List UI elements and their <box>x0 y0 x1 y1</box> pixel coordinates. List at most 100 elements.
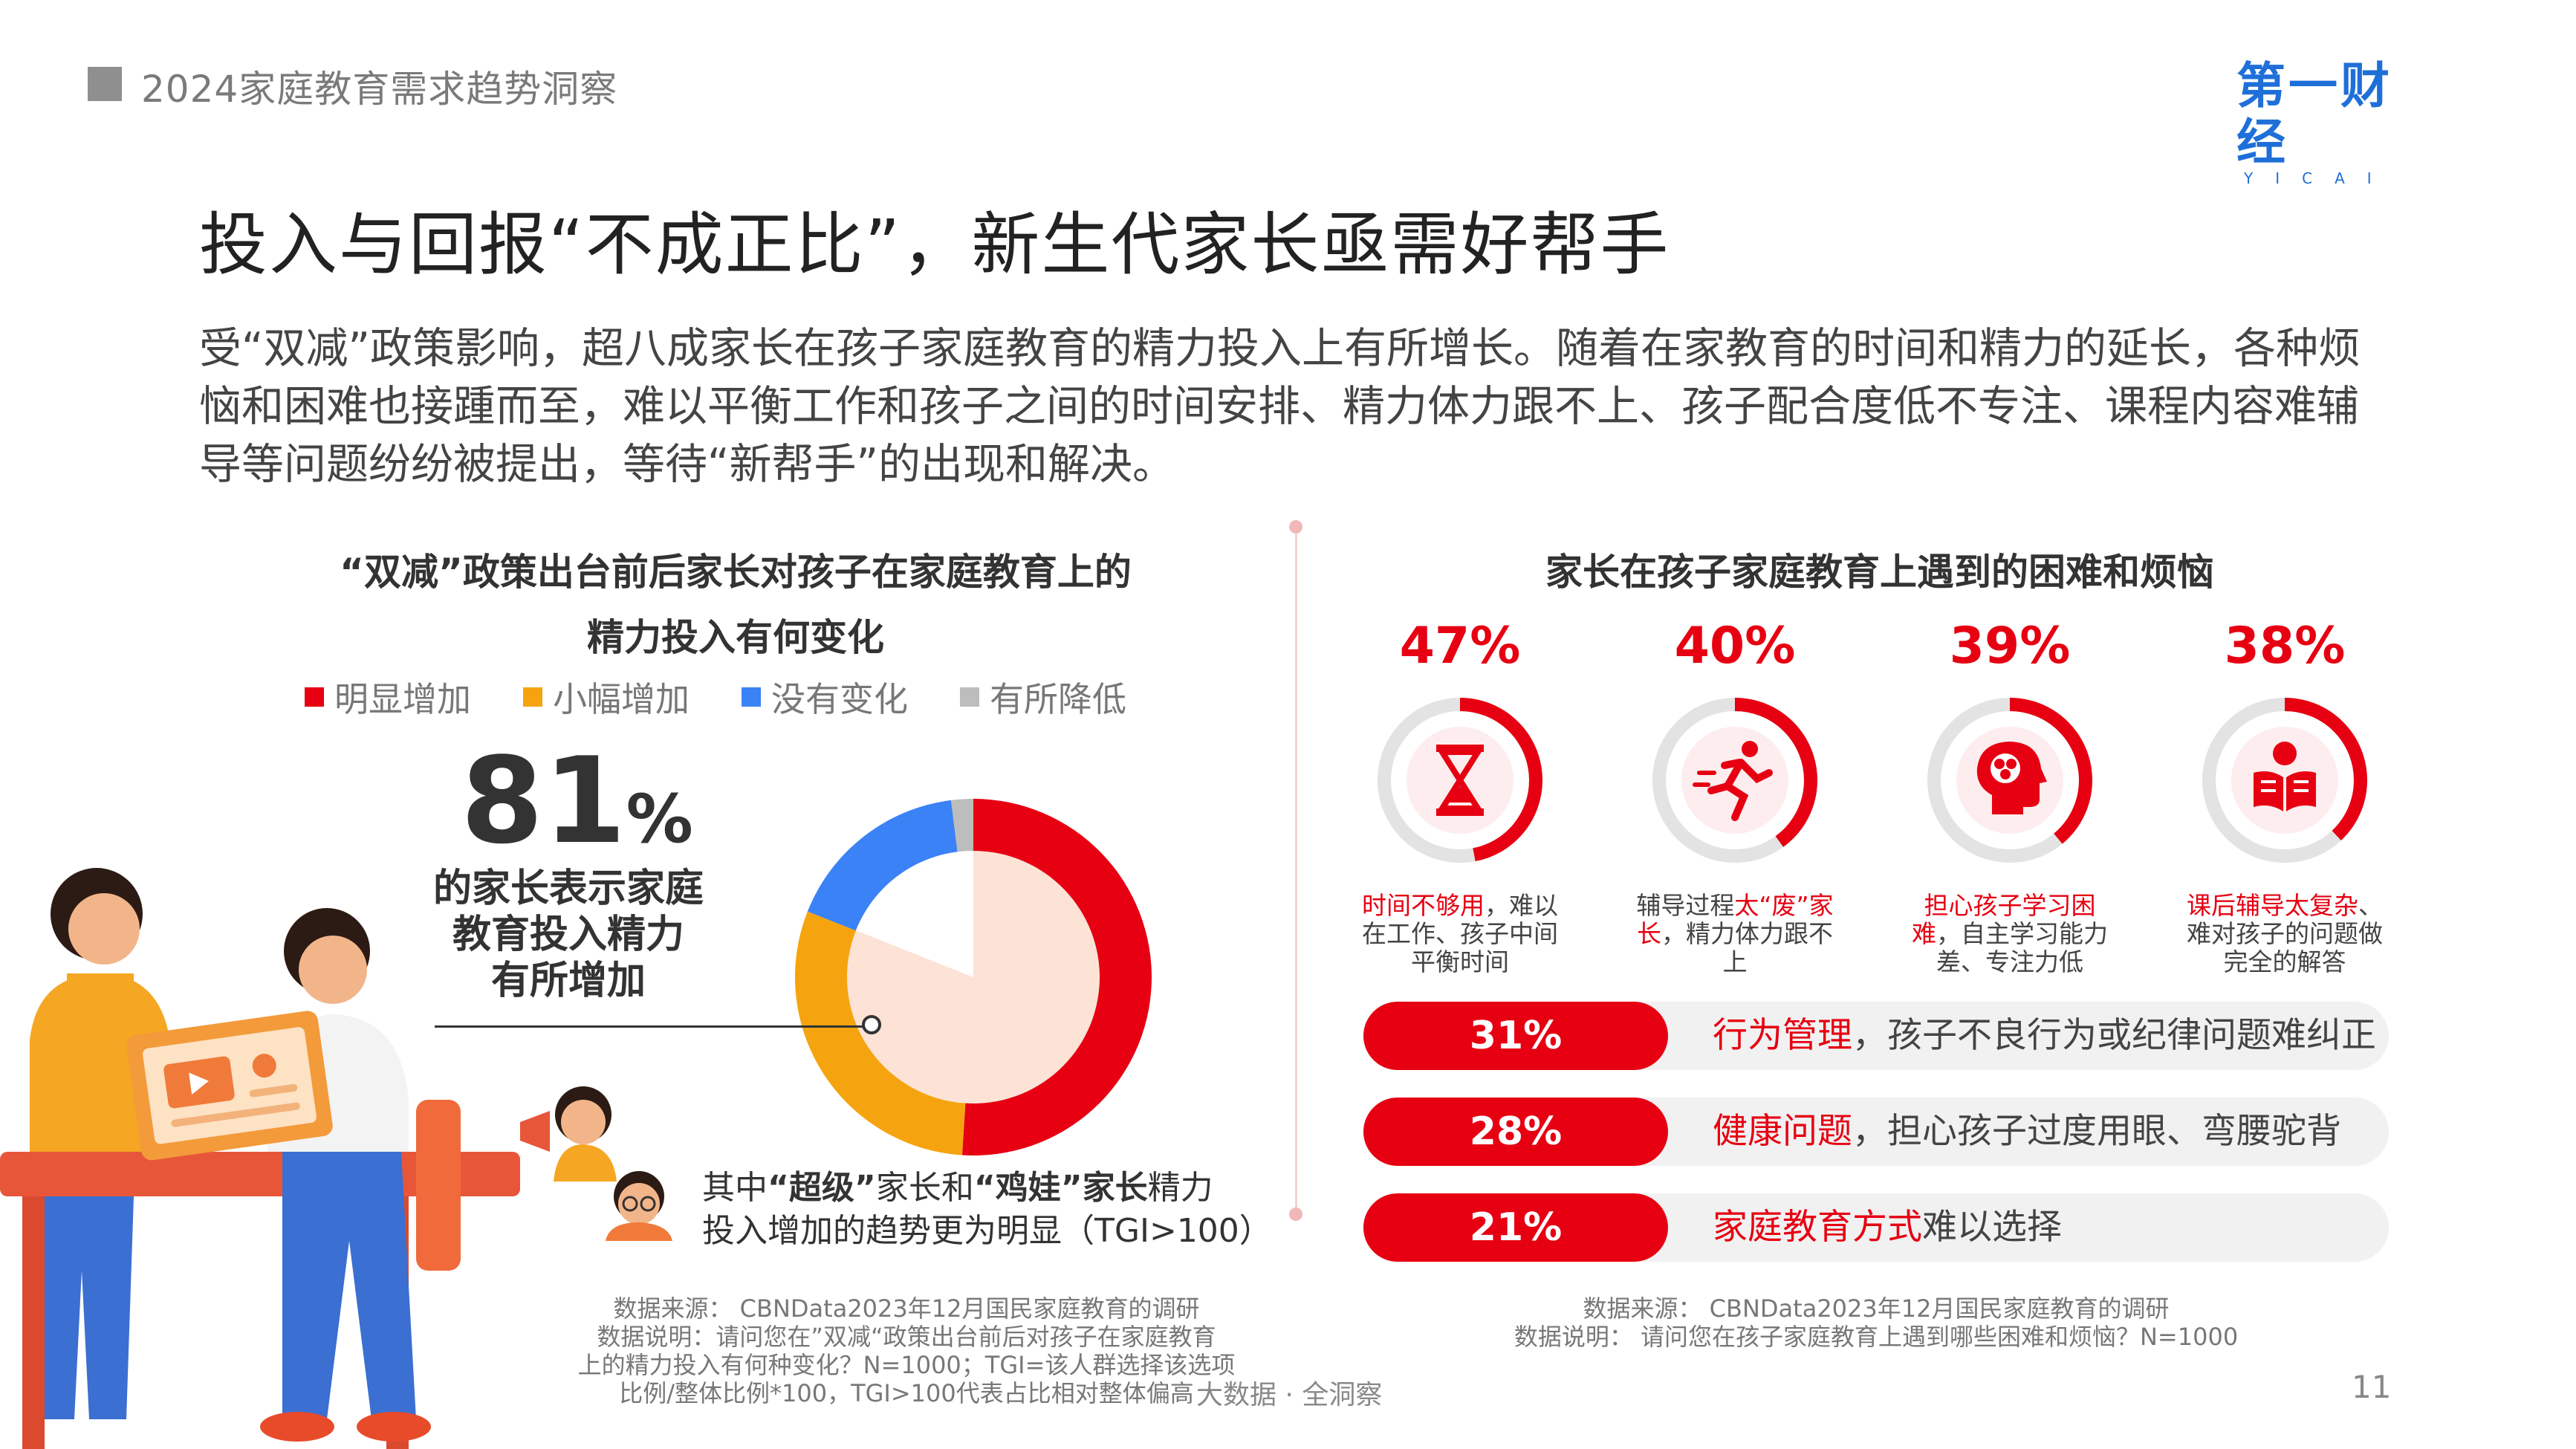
note-line1: 其中“超级”家长和“鸡娃”家长精力 <box>702 1167 1272 1210</box>
super-parent-note: 其中“超级”家长和“鸡娃”家长精力 投入增加的趋势更为明显（TGI>100） <box>702 1167 1272 1253</box>
legend-item-0: 明显增加 <box>305 672 471 722</box>
big-desc-line2: 教育投入精力 <box>452 912 684 957</box>
big-desc-line1: 的家长表示家庭 <box>432 866 704 911</box>
ring-caption-1: 辅导过程太“废”家长，精力体力跟不上 <box>1627 892 1843 976</box>
ring-caption-2-red: 担心孩子学习困难 <box>1912 891 2096 948</box>
ring-caption-1-red: 太“废”家长 <box>1637 891 1834 948</box>
right-source-note: 数据来源： CBNData2023年12月国民家庭教育的调研 数据说明： 请问您… <box>1449 1294 2303 1351</box>
left-title-line2: 精力投入有何变化 <box>587 616 884 659</box>
brain-head-icon <box>1976 742 2047 814</box>
ring-value-0: 47% <box>1399 617 1521 675</box>
legend-label-2: 没有变化 <box>771 679 908 719</box>
legend-swatch-1 <box>523 687 542 707</box>
ring-arc-0 <box>1378 698 1542 863</box>
left-source-line3: 上的精力投入有何种变化？N=1000；TGI=该人群选择该选项 <box>577 1351 1236 1379</box>
bar-label-1-red: 健康问题 <box>1713 1111 1852 1152</box>
ring-caption-1-rest: ，精力体力跟不上 <box>1661 919 1833 976</box>
bar-value-1: 28% <box>1363 1098 1668 1166</box>
ring-progress-2 <box>1927 698 2092 863</box>
bar-label-0-rest: ，孩子不良行为或纪律问题难纠正 <box>1852 1015 2376 1056</box>
ring-arc-1 <box>1652 698 1817 863</box>
legend-item-1: 小幅增加 <box>523 672 690 722</box>
footer-tag: 大数据 · 全洞察 <box>1196 1380 1383 1410</box>
legend-label-1: 小幅增加 <box>553 679 690 719</box>
left-source-note: 数据来源： CBNData2023年12月国民家庭教育的调研 数据说明：请问您在… <box>535 1294 1278 1407</box>
legend-item-2: 没有变化 <box>742 672 908 722</box>
report-title: 2024家庭教育需求趋势洞察 <box>141 68 618 111</box>
legend-swatch-2 <box>742 687 761 707</box>
note-bold-super: “超级” <box>768 1169 876 1207</box>
hourglass-icon <box>1436 745 1484 816</box>
ring-caption-0-red: 时间不够用 <box>1362 891 1485 920</box>
bar-label-2: 家庭教育方式难以选择 <box>1713 1193 2062 1262</box>
ring-caption-3-rest: 、难对孩子的问题做完全的解答 <box>2187 891 2383 976</box>
legend-label-0: 明显增加 <box>334 679 471 719</box>
ring-arc-3 <box>2202 698 2367 863</box>
bar-label-1: 健康问题，担心孩子过度用眼、弯腰驼背 <box>1713 1098 2341 1166</box>
ring-caption-0-rest: ，难以在工作、孩子中间平衡时间 <box>1362 891 1558 976</box>
note-line2: 投入增加的趋势更为明显（TGI>100） <box>702 1212 1272 1250</box>
note-mid1: 家长和 <box>875 1169 974 1207</box>
right-source-line1: 数据来源： CBNData2023年12月国民家庭教育的调研 <box>1583 1294 2170 1323</box>
intro-paragraph: 受“双减”政策影响，超八成家长在孩子家庭教育的精力投入上有所增长。随着在家教育的… <box>199 324 2361 489</box>
ring-arc-2 <box>1927 698 2092 863</box>
right-section-title: 家长在孩子家庭教育上遇到的困难和烦恼 <box>1545 551 2214 594</box>
legend-label-3: 有所降低 <box>990 679 1126 719</box>
donut-center-wedge <box>855 850 973 977</box>
page-number: 11 <box>2352 1369 2392 1405</box>
donut-slice-1 <box>794 911 966 1155</box>
big-number-value: 81 <box>461 731 626 870</box>
note-prefix: 其中 <box>702 1169 768 1207</box>
yicai-logo: 第一财经 YICAI <box>2236 58 2437 187</box>
ring-caption-3: 课后辅导太复杂、难对孩子的问题做完全的解答 <box>2177 892 2392 976</box>
ring-progress-1 <box>1652 698 1817 863</box>
donut-legend: 明显增加 小幅增加 没有变化 有所降低 <box>305 672 1126 722</box>
left-title-line1: “双减”政策出台前后家长对孩子在家庭教育上的 <box>340 551 1132 594</box>
donut-slice-2 <box>807 800 958 931</box>
divider-dot-top <box>1289 520 1302 534</box>
right-source-line2: 数据说明： 请问您在孩子家庭教育上遇到哪些困难和烦恼？N=1000 <box>1514 1323 2239 1351</box>
page-title: 投入与回报“不成正比”，新生代家长亟需好帮手 <box>199 205 1670 285</box>
ring-value-2: 39% <box>1949 617 2071 675</box>
left-section-title: “双减”政策出台前后家长对孩子在家庭教育上的 精力投入有何变化 <box>215 539 1256 670</box>
pointer-line <box>435 1025 873 1028</box>
ring-progress-0 <box>1378 698 1542 863</box>
legend-swatch-0 <box>305 687 324 707</box>
bar-label-2-rest: 难以选择 <box>1922 1207 2062 1248</box>
ring-value-3: 38% <box>2224 617 2346 675</box>
donut-slice-0 <box>961 799 1152 1155</box>
ring-value-1: 40% <box>1674 617 1796 675</box>
column-divider <box>1295 526 1297 1217</box>
ring-caption-2-rest: ，自主学习能力差、专注力低 <box>1936 919 2108 976</box>
divider-dot-bottom <box>1289 1208 1302 1221</box>
reading-icon <box>2254 742 2316 811</box>
big-desc-line3: 有所增加 <box>490 959 646 1003</box>
ring-caption-1-pre: 辅导过程 <box>1636 891 1735 920</box>
running-icon <box>1693 741 1773 821</box>
big-percentage: 81% <box>461 742 693 879</box>
ring-caption-2: 担心孩子学习困难，自主学习能力差、专注力低 <box>1902 892 2118 976</box>
bar-value-0: 31% <box>1363 1002 1668 1070</box>
bar-label-0: 行为管理，孩子不良行为或纪律问题难纠正 <box>1713 1002 2376 1070</box>
note-mid2: 家长 <box>1082 1169 1148 1207</box>
left-source-line2: 数据说明：请问您在”双减“政策出台前后对孩子在家庭教育 <box>597 1323 1216 1351</box>
big-number-unit: % <box>626 780 693 858</box>
ring-caption-3-red: 课后辅导太复杂 <box>2187 891 2358 920</box>
ring-caption-0: 时间不够用，难以在工作、孩子中间平衡时间 <box>1352 892 1568 976</box>
pointer-dot <box>862 1015 881 1034</box>
big-number-description: 的家长表示家庭 教育投入精力 有所增加 <box>416 866 721 1004</box>
ring-progress-3 <box>2202 698 2367 863</box>
bar-label-1-rest: ，担心孩子过度用眼、弯腰驼背 <box>1852 1111 2341 1152</box>
note-suffix: 精力 <box>1147 1169 1213 1207</box>
avatars-illustration <box>520 1086 672 1241</box>
logo-main-text: 第一财经 <box>2236 57 2392 171</box>
note-bold-jiwa: “鸡娃” <box>973 1169 1083 1207</box>
bar-value-2: 21% <box>1363 1193 1668 1262</box>
bar-label-2-red: 家庭教育方式 <box>1713 1207 1922 1248</box>
donut-slice-3 <box>950 799 973 852</box>
left-source-line4: 比例/整体比例*100，TGI>100代表占比相对整体偏高 <box>619 1379 1194 1407</box>
header-square-icon <box>88 67 122 101</box>
legend-item-3: 有所降低 <box>960 672 1126 722</box>
legend-swatch-3 <box>960 687 979 707</box>
logo-sub-text: YICAI <box>2244 169 2394 187</box>
